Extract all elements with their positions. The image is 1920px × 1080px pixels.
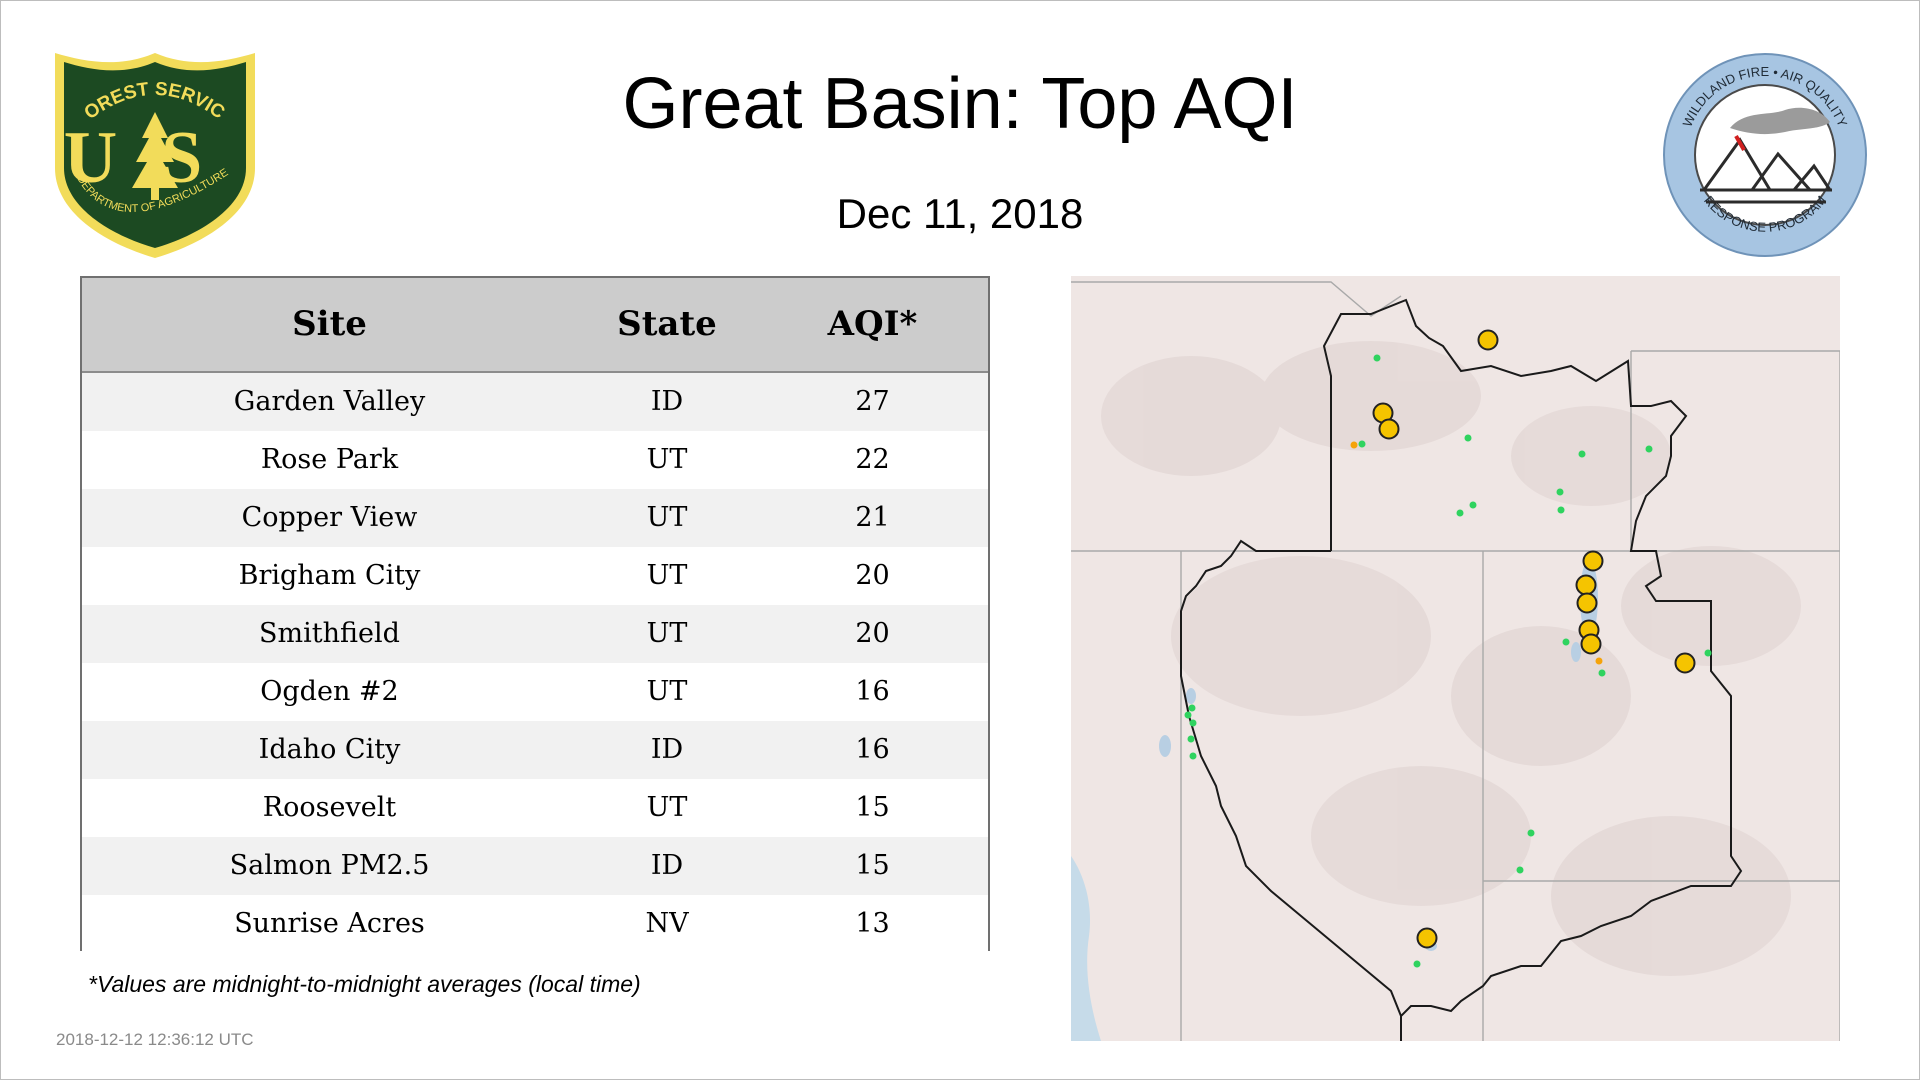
smoke-plume-icon (1730, 107, 1830, 135)
fire-mark-icon (1734, 135, 1746, 151)
site-marker-good (1189, 752, 1197, 760)
table-body: Garden Valley ID 27 Rose Park UT 22 Copp… (82, 373, 988, 953)
site-marker-moderate (1378, 418, 1400, 440)
cell-state: UT (646, 792, 688, 823)
site-marker-good (1557, 506, 1565, 514)
site-marker-usg (1595, 657, 1603, 665)
page-title: Great Basin: Top AQI (622, 64, 1298, 144)
table-row: Copper View UT 21 (82, 489, 988, 547)
site-marker-usg (1350, 441, 1358, 449)
site-marker-good (1562, 638, 1570, 646)
cell-state: UT (646, 618, 688, 649)
column-header-aqi: AQI* (827, 304, 918, 344)
cell-state: ID (650, 850, 684, 881)
site-marker-good (1527, 829, 1535, 837)
table-row: Roosevelt UT 15 (82, 779, 988, 837)
cell-state: UT (646, 444, 688, 475)
cell-site: Copper View (241, 502, 418, 533)
site-marker-moderate (1477, 329, 1499, 351)
cell-state: NV (645, 908, 689, 939)
site-marker-good (1188, 704, 1196, 712)
cell-aqi: 22 (855, 444, 890, 475)
great-basin-boundary (1180, 298, 1743, 1041)
table-row: Idaho City ID 16 (82, 721, 988, 779)
site-marker-good (1187, 735, 1195, 743)
cell-site: Ogden #2 (260, 676, 399, 707)
cell-state: ID (650, 734, 684, 765)
cell-state: UT (646, 502, 688, 533)
site-marker-good (1645, 445, 1653, 453)
cell-state: ID (650, 386, 684, 417)
site-marker-good (1578, 450, 1586, 458)
site-marker-good (1464, 434, 1472, 442)
cell-site: Roosevelt (262, 792, 397, 823)
cell-aqi: 20 (855, 618, 890, 649)
table-row: Garden Valley ID 27 (82, 373, 988, 431)
wildland-fire-logo: WILDLAND FIRE • AIR QUALITY RESPONSE PRO… (1663, 53, 1867, 257)
aqi-table: Site State AQI* Garden Valley ID 27 Rose… (80, 276, 990, 953)
site-marker-moderate (1575, 574, 1597, 596)
site-marker-good (1516, 866, 1524, 874)
cell-aqi: 15 (855, 792, 890, 823)
site-marker-good (1598, 669, 1606, 677)
column-header-state: State (617, 304, 717, 344)
footnote: *Values are midnight-to-midnight average… (88, 971, 641, 997)
site-marker-good (1184, 711, 1192, 719)
table-row: Smithfield UT 20 (82, 605, 988, 663)
site-marker-moderate (1576, 592, 1598, 614)
site-marker-good (1469, 501, 1477, 509)
cell-site: Idaho City (258, 734, 401, 765)
cell-aqi: 27 (855, 386, 890, 417)
monitor-map (1071, 276, 1840, 1041)
cell-site: Brigham City (238, 560, 421, 591)
cell-state: UT (646, 676, 688, 707)
site-marker-good (1456, 509, 1464, 517)
site-marker-moderate (1674, 652, 1696, 674)
table-row: Brigham City UT 20 (82, 547, 988, 605)
forest-service-logo: FOREST SERVICE US DEPARTMENT OF AGRICULT… (50, 50, 255, 258)
cell-aqi: 15 (855, 850, 890, 881)
cell-site: Garden Valley (233, 386, 426, 417)
site-marker-moderate (1580, 633, 1602, 655)
cell-aqi: 16 (855, 676, 890, 707)
site-marker-moderate (1582, 550, 1604, 572)
timestamp: 2018-12-12 12:36:12 UTC (56, 1030, 254, 1049)
table-header: Site State AQI* (82, 278, 988, 373)
site-marker-good (1189, 719, 1197, 727)
cell-aqi: 20 (855, 560, 890, 591)
site-marker-moderate (1416, 927, 1438, 949)
page-date: Dec 11, 2018 (836, 190, 1084, 237)
cell-site: Salmon PM2.5 (229, 850, 430, 881)
site-marker-good (1413, 960, 1421, 968)
monitor-sites (1184, 329, 1712, 968)
cell-aqi: 13 (855, 908, 890, 939)
cell-aqi: 21 (855, 502, 890, 533)
cell-site: Sunrise Acres (234, 908, 425, 939)
fs-monogram: US (64, 117, 247, 199)
cell-site: Rose Park (260, 444, 399, 475)
table-row: Ogden #2 UT 16 (82, 663, 988, 721)
cell-state: UT (646, 560, 688, 591)
table-row: Sunrise Acres NV 13 (82, 895, 988, 953)
site-marker-good (1358, 440, 1366, 448)
table-row: Salmon PM2.5 ID 15 (82, 837, 988, 895)
cell-site: Smithfield (259, 618, 400, 649)
pine-tree-icon (132, 112, 178, 200)
site-marker-good (1704, 649, 1712, 657)
ocean (1071, 856, 1101, 1041)
site-marker-good (1373, 354, 1381, 362)
column-header-site: Site (292, 304, 367, 344)
site-marker-good (1556, 488, 1564, 496)
cell-aqi: 16 (855, 734, 890, 765)
table-row: Rose Park UT 22 (82, 431, 988, 489)
